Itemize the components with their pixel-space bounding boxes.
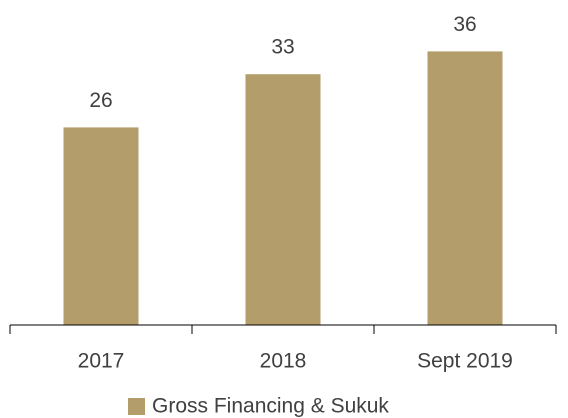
legend-swatch: [128, 398, 145, 415]
x-tick-label: 2018: [260, 350, 307, 373]
bar: [63, 127, 139, 326]
bar: [427, 51, 503, 326]
bar: [245, 74, 321, 325]
data-label: 26: [89, 89, 112, 112]
x-tick-label: 2017: [78, 350, 125, 373]
x-tick-label: Sept 2019: [417, 350, 513, 373]
data-label: 36: [453, 13, 476, 36]
data-label: 33: [271, 36, 294, 59]
legend-label: Gross Financing & Sukuk: [152, 395, 389, 418]
